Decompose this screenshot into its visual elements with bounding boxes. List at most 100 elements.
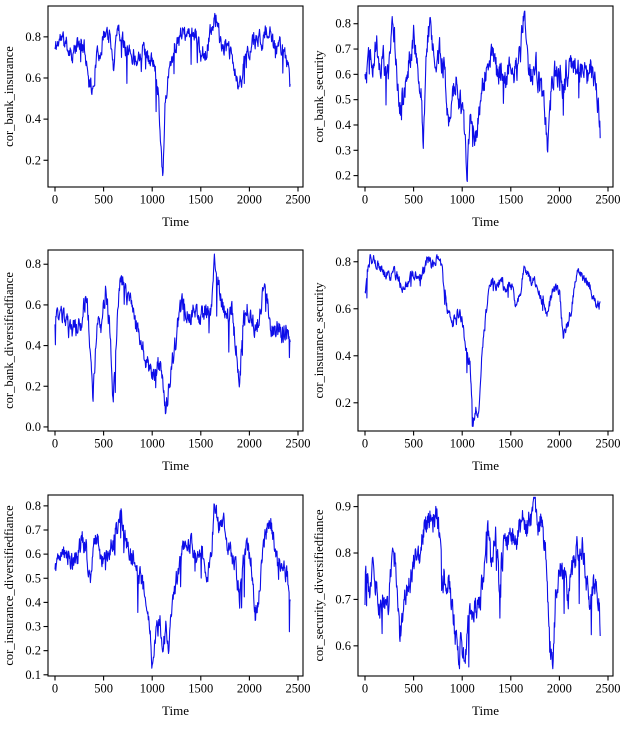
series-line	[364, 254, 601, 427]
x-tick-label: 0	[52, 437, 58, 451]
chart-cor-bank-security: 0 500 1000 1500 2000 2500 0.2 0.3 0.4 0.5 0.6 0.7 0.…	[312, 5, 621, 229]
x-axis-title: Time	[162, 214, 189, 229]
panel-cor-security-diversifiedfiance: 0 500 1000 1500 2000 2500 0.6 0.7 0.8 0.9 Time cor_…	[310, 489, 621, 733]
x-axis-title: Time	[162, 458, 189, 473]
x-tick-label: 500	[404, 437, 423, 451]
x-tick-label: 2000	[237, 437, 262, 451]
plot-box	[357, 5, 614, 188]
x-tick-label: 500	[94, 682, 113, 696]
x-tick-label: 500	[94, 193, 113, 207]
y-tick-label: 0.3	[335, 143, 351, 157]
y-tick-label: 0.8	[25, 30, 41, 44]
y-tick-label: 0.9	[335, 500, 351, 514]
x-tick-label: 2500	[286, 682, 311, 696]
y-axis-title: cor_bank_insurance	[2, 46, 16, 147]
y-tick-label: 0.4	[25, 339, 41, 353]
series-line	[54, 253, 291, 415]
x-tick-label: 500	[404, 193, 423, 207]
x-tick-label: 1500	[498, 682, 523, 696]
series-line	[364, 496, 601, 670]
y-tick-label: 0.5	[25, 571, 41, 585]
y-tick-label: 0.3	[25, 620, 41, 634]
x-tick-label: 0	[52, 193, 58, 207]
y-tick-label: 0.6	[335, 67, 351, 81]
y-tick-label: 0.8	[25, 257, 41, 271]
x-tick-label: 0	[52, 682, 58, 696]
x-axis-title: Time	[472, 214, 499, 229]
plot-box	[357, 249, 614, 432]
x-tick-label: 1500	[498, 437, 523, 451]
y-tick-label: 0.4	[25, 112, 41, 126]
y-tick-label: 0.2	[25, 379, 41, 393]
y-tick-label: 0.7	[335, 592, 351, 606]
x-tick-label: 1000	[450, 437, 475, 451]
y-tick-label: 0.6	[335, 639, 351, 653]
y-tick-label: 0.8	[335, 546, 351, 560]
y-tick-label: 0.2	[335, 169, 351, 183]
series-line	[54, 503, 291, 669]
x-tick-label: 2000	[237, 193, 262, 207]
y-tick-label: 0.8	[335, 255, 351, 269]
x-axis-title: Time	[472, 458, 499, 473]
x-tick-label: 1500	[188, 437, 213, 451]
x-tick-label: 2000	[547, 682, 572, 696]
x-tick-label: 2500	[596, 193, 621, 207]
y-tick-label: 0.4	[335, 349, 351, 363]
y-axis-title: cor_insurance_diversifiedfiance	[2, 505, 16, 666]
x-tick-label: 500	[404, 682, 423, 696]
x-tick-label: 1000	[140, 437, 165, 451]
x-tick-label: 2500	[286, 193, 311, 207]
y-tick-label: 0.6	[25, 547, 41, 561]
y-tick-label: 0.7	[25, 523, 41, 537]
x-tick-label: 500	[94, 437, 113, 451]
plot-box	[47, 494, 304, 677]
panel-cor-bank-insurance: 0 500 1000 1500 2000 2500 0.2 0.4 0.6 0.8 Time cor_…	[0, 0, 310, 244]
x-tick-label: 1500	[188, 682, 213, 696]
y-tick-label: 0.2	[25, 644, 41, 658]
y-tick-label: 0.4	[335, 118, 351, 132]
x-tick-label: 1000	[450, 193, 475, 207]
chart-cor-insurance-security: 0 500 1000 1500 2000 2500 0.2 0.4 0.6 0.8 Time cor_…	[312, 249, 621, 473]
panel-cor-bank-diversifiedfiance: 0 500 1000 1500 2000 2500 0.0 0.2 0.4 0.6 0.8 Time c…	[0, 244, 310, 489]
y-tick-label: 0.8	[25, 499, 41, 513]
panel-cor-bank-security: 0 500 1000 1500 2000 2500 0.2 0.3 0.4 0.5 0.6 0.7 0.…	[310, 0, 621, 244]
x-tick-label: 2500	[286, 437, 311, 451]
x-tick-label: 0	[362, 193, 368, 207]
y-tick-label: 0.0	[25, 420, 41, 434]
x-tick-label: 2000	[547, 193, 572, 207]
chart-cor-security-diversifiedfiance: 0 500 1000 1500 2000 2500 0.6 0.7 0.8 0.9 Time cor_…	[312, 494, 621, 718]
y-tick-label: 0.5	[335, 93, 351, 107]
x-tick-label: 2500	[596, 437, 621, 451]
x-tick-label: 2000	[547, 437, 572, 451]
y-axis-title: cor_insurance_security	[312, 282, 326, 399]
y-axis-title: cor_security_diversifiedfiance	[312, 509, 326, 661]
y-tick-label: 0.2	[335, 396, 351, 410]
y-tick-label: 0.6	[25, 298, 41, 312]
x-tick-label: 1000	[140, 193, 165, 207]
x-tick-label: 1500	[188, 193, 213, 207]
series-line	[364, 10, 601, 183]
chart-cor-insurance-diversifiedfiance: 0 500 1000 1500 2000 2500 0.1 0.2 0.3 0.4 0.5 0.6 0.…	[2, 494, 311, 718]
x-axis-title: Time	[472, 703, 499, 718]
x-axis-title: Time	[162, 703, 189, 718]
panel-cor-insurance-diversifiedfiance: 0 500 1000 1500 2000 2500 0.1 0.2 0.3 0.4 0.5 0.6 0.…	[0, 489, 310, 733]
y-tick-label: 0.8	[335, 17, 351, 31]
y-tick-label: 0.1	[25, 668, 41, 682]
series-line	[54, 12, 291, 177]
plot-box	[47, 5, 304, 188]
x-tick-label: 1000	[450, 682, 475, 696]
y-tick-label: 0.7	[335, 42, 351, 56]
x-tick-label: 2500	[596, 682, 621, 696]
y-tick-label: 0.6	[335, 302, 351, 316]
x-tick-label: 1500	[498, 193, 523, 207]
panel-cor-insurance-security: 0 500 1000 1500 2000 2500 0.2 0.4 0.6 0.8 Time cor_…	[310, 244, 621, 489]
chart-cor-bank-diversifiedfiance: 0 500 1000 1500 2000 2500 0.0 0.2 0.4 0.6 0.8 Time c…	[2, 249, 311, 473]
y-tick-label: 0.6	[25, 71, 41, 85]
y-tick-label: 0.2	[25, 153, 41, 167]
y-axis-title: cor_bank_security	[312, 50, 326, 143]
x-tick-label: 2000	[237, 682, 262, 696]
y-tick-label: 0.4	[25, 595, 41, 609]
x-tick-label: 0	[362, 437, 368, 451]
x-tick-label: 1000	[140, 682, 165, 696]
